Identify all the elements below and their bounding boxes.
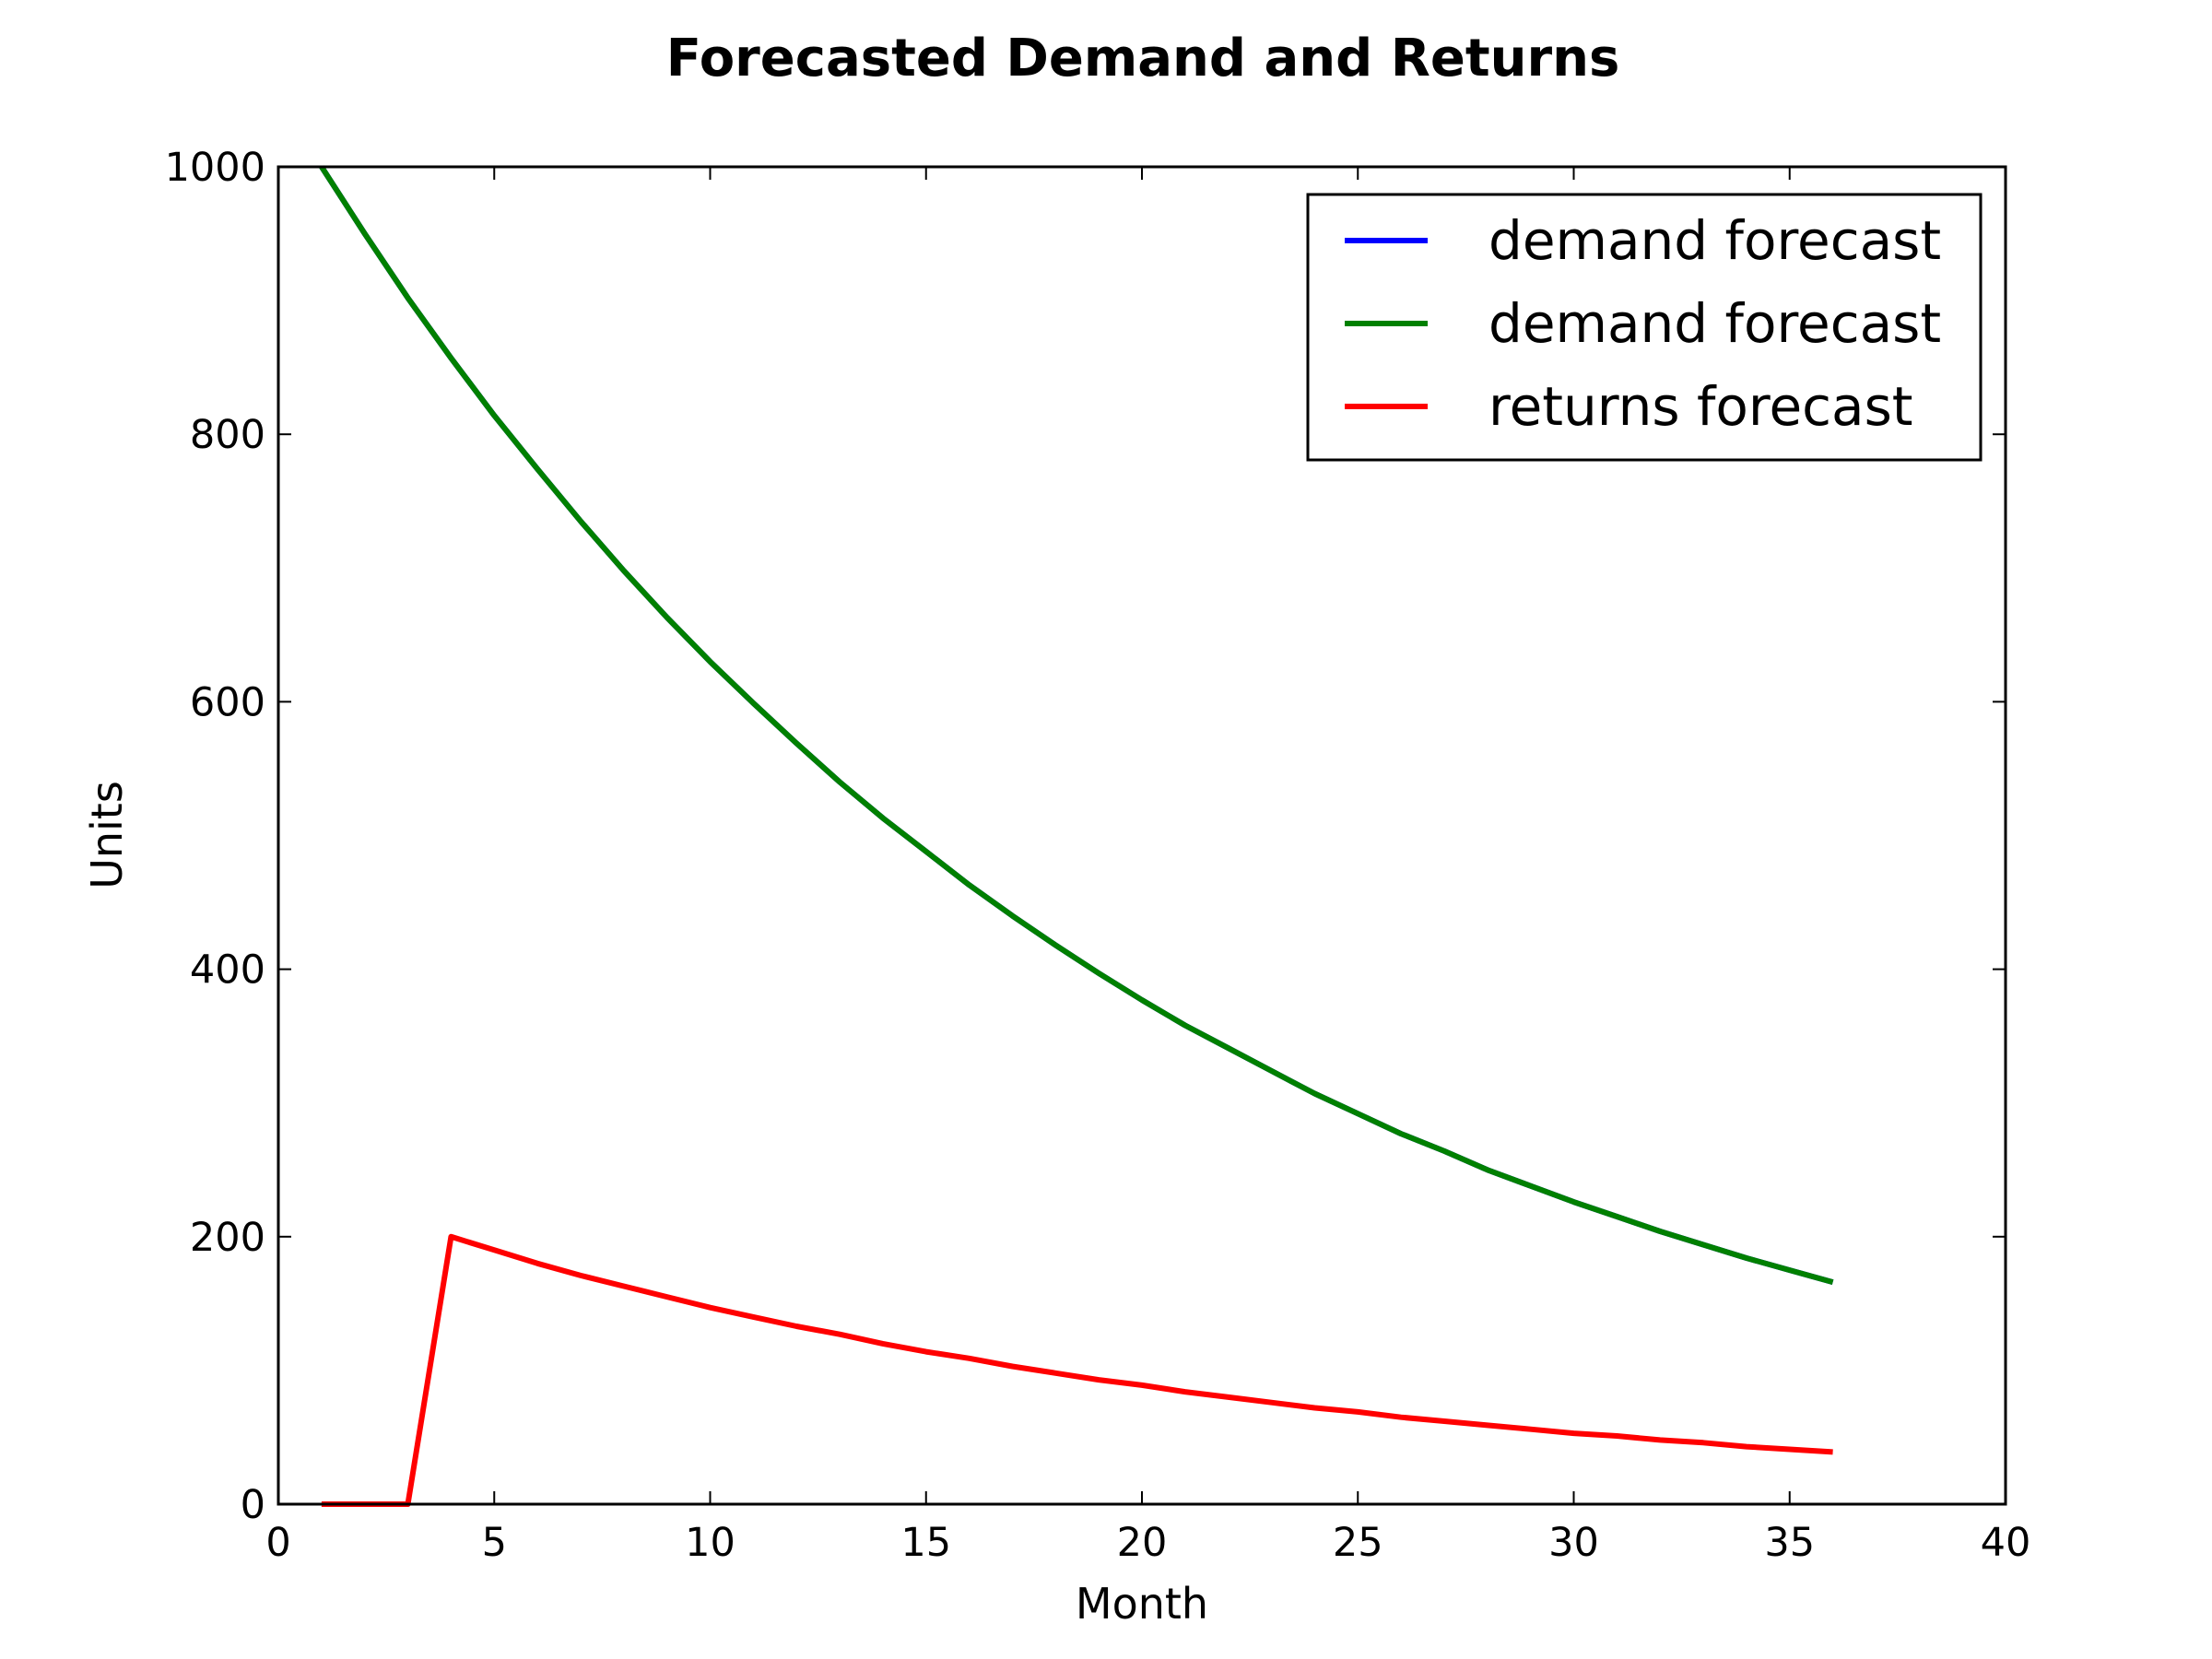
legend-label: demand forecast xyxy=(1488,292,1941,355)
x-tick-label: 30 xyxy=(1548,1520,1599,1566)
x-tick-label: 35 xyxy=(1764,1520,1815,1566)
x-tick-label: 25 xyxy=(1333,1520,1383,1566)
series-layer xyxy=(319,165,1834,1507)
y-tick-label: 400 xyxy=(190,947,265,994)
x-tick-label: 15 xyxy=(900,1520,951,1566)
x-tick-label: 0 xyxy=(265,1520,290,1566)
y-tick-label: 200 xyxy=(190,1215,265,1261)
series-line-3 xyxy=(321,1233,1833,1507)
legend-label: returns forecast xyxy=(1488,375,1913,438)
legend: demand forecast demand forecast returns fo… xyxy=(1306,193,1983,462)
x-tick-label: 10 xyxy=(685,1520,735,1566)
chart-title: Forecasted Demand and Returns xyxy=(666,29,1620,88)
y-tick-label: 600 xyxy=(190,679,265,725)
y-axis-label: Units xyxy=(82,781,132,889)
x-tick-label: 5 xyxy=(482,1520,507,1566)
series-line-2 xyxy=(319,165,1834,1285)
y-tick-label: 800 xyxy=(190,412,265,458)
x-tick-label: 20 xyxy=(1117,1520,1168,1566)
y-tick-label: 0 xyxy=(241,1482,265,1528)
x-axis-label: Month xyxy=(1076,1579,1208,1629)
legend-label: demand forecast xyxy=(1488,209,1941,272)
y-tick-label: 1000 xyxy=(165,145,265,191)
x-tick-label: 40 xyxy=(1981,1520,2031,1566)
